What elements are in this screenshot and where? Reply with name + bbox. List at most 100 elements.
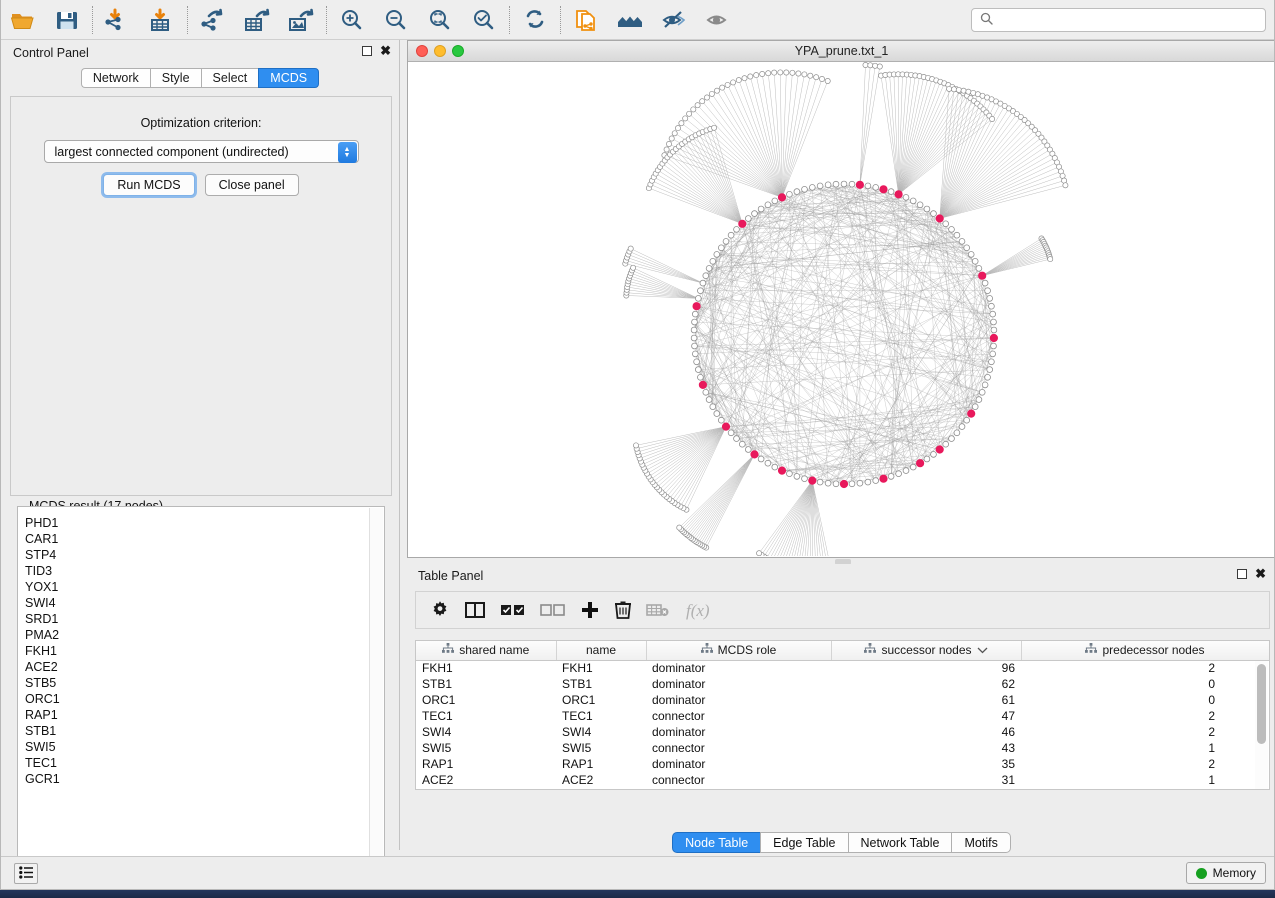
graph-node[interactable] xyxy=(747,73,754,80)
graph-node[interactable] xyxy=(717,416,725,424)
graph-node[interactable] xyxy=(953,231,961,239)
graph-node[interactable] xyxy=(856,479,864,487)
graph-node-highlighted[interactable] xyxy=(750,450,759,459)
graph-node[interactable] xyxy=(876,63,883,70)
graph-node[interactable] xyxy=(960,87,967,94)
node-table[interactable]: shared name name xyxy=(415,640,1270,790)
graph-node[interactable] xyxy=(668,135,675,142)
graph-node[interactable] xyxy=(958,423,966,430)
graph-node[interactable] xyxy=(671,130,678,137)
export-network-icon[interactable] xyxy=(191,1,235,39)
deselect-all-checkbox-icon[interactable] xyxy=(540,597,566,623)
graph-node[interactable] xyxy=(1032,127,1039,134)
select-all-nodes-icon[interactable] xyxy=(608,1,652,39)
graph-node[interactable] xyxy=(989,116,996,122)
search-input[interactable] xyxy=(999,12,1249,28)
graph-node[interactable] xyxy=(676,524,683,531)
graph-node[interactable] xyxy=(786,470,793,478)
graph-node[interactable] xyxy=(719,84,726,91)
table-row[interactable]: ORC1 ORC1 dominator 61 0 xyxy=(416,692,1269,708)
graph-node[interactable] xyxy=(786,191,793,198)
mcds-result-item[interactable]: STB1 xyxy=(25,724,57,738)
graph-node[interactable] xyxy=(990,326,998,334)
graph-node[interactable] xyxy=(702,388,710,396)
graph-node[interactable] xyxy=(848,480,856,488)
new-network-from-selection-icon[interactable] xyxy=(564,1,608,39)
graph-node[interactable] xyxy=(887,188,895,195)
mcds-result-scrollbar[interactable] xyxy=(369,508,383,876)
table-vertical-scrollbar[interactable] xyxy=(1255,661,1268,789)
graph-node[interactable] xyxy=(751,210,758,217)
close-window-icon[interactable] xyxy=(416,45,428,57)
graph-node[interactable] xyxy=(709,258,717,265)
graph-node-highlighted[interactable] xyxy=(879,474,888,483)
graph-node[interactable] xyxy=(816,478,824,486)
graph-node[interactable] xyxy=(1017,113,1024,120)
table-row[interactable]: ACE2 ACE2 connector 31 1 xyxy=(416,772,1269,788)
graph-node[interactable] xyxy=(840,180,848,188)
run-mcds-button[interactable]: Run MCDS xyxy=(103,174,195,196)
graph-node[interactable] xyxy=(690,106,697,113)
graph-node[interactable] xyxy=(771,197,779,205)
graph-node[interactable] xyxy=(777,69,784,76)
table-row[interactable]: FKH1 FKH1 dominator 96 2 xyxy=(416,660,1269,676)
graph-node[interactable] xyxy=(801,71,808,78)
graph-node[interactable] xyxy=(795,70,802,77)
graph-node[interactable] xyxy=(824,78,831,84)
graph-node[interactable] xyxy=(756,550,763,556)
graph-node[interactable] xyxy=(990,342,997,350)
split-columns-icon[interactable] xyxy=(464,597,486,623)
mcds-result-item[interactable]: PHD1 xyxy=(25,516,59,530)
graph-node[interactable] xyxy=(713,410,721,417)
graph-node[interactable] xyxy=(819,76,825,82)
graph-node[interactable] xyxy=(1025,120,1032,127)
mcds-result-item[interactable]: FKH1 xyxy=(25,644,57,658)
settings-gear-icon[interactable] xyxy=(430,597,450,623)
graph-node[interactable] xyxy=(948,226,955,233)
graph-node[interactable] xyxy=(988,358,995,366)
graph-node-highlighted[interactable] xyxy=(967,409,976,418)
graph-node[interactable] xyxy=(724,81,731,88)
splitter-grip[interactable] xyxy=(835,559,851,565)
mcds-result-item[interactable]: GCR1 xyxy=(25,772,60,786)
graph-node[interactable] xyxy=(633,442,639,449)
graph-node[interactable] xyxy=(832,480,840,488)
graph-node[interactable] xyxy=(765,70,772,77)
graph-node[interactable] xyxy=(816,182,824,190)
graph-node[interactable] xyxy=(675,125,681,132)
close-icon[interactable]: ✖ xyxy=(1255,566,1266,581)
graph-node[interactable] xyxy=(909,197,917,205)
graph-node[interactable] xyxy=(872,477,880,484)
network-graph[interactable] xyxy=(408,62,1275,556)
graph-node[interactable] xyxy=(895,470,902,478)
graph-node[interactable] xyxy=(789,69,796,76)
graph-node[interactable] xyxy=(967,251,975,258)
show-all-icon[interactable] xyxy=(696,1,740,39)
close-panel-button[interactable]: Close panel xyxy=(204,174,299,196)
graph-node[interactable] xyxy=(872,62,879,69)
col-header-mcds-role[interactable]: MCDS role xyxy=(646,641,832,661)
tab-network-table[interactable]: Network Table xyxy=(847,832,952,853)
select-all-checkbox-icon[interactable] xyxy=(500,597,526,623)
graph-node[interactable] xyxy=(1001,102,1008,109)
graph-node[interactable] xyxy=(733,435,740,442)
mcds-result-item[interactable]: ORC1 xyxy=(25,692,60,706)
graph-node[interactable] xyxy=(988,302,995,310)
float-icon[interactable] xyxy=(362,45,373,56)
export-table-icon[interactable] xyxy=(235,1,279,39)
graph-node[interactable] xyxy=(981,381,989,389)
mcds-result-item[interactable]: TEC1 xyxy=(25,756,57,770)
graph-node[interactable] xyxy=(909,463,917,471)
graph-node[interactable] xyxy=(801,475,808,483)
graph-node[interactable] xyxy=(975,396,983,403)
graph-node[interactable] xyxy=(887,473,895,480)
zoom-selected-icon[interactable] xyxy=(462,1,506,39)
graph-node[interactable] xyxy=(793,188,801,195)
mcds-result-item[interactable]: SWI5 xyxy=(25,740,56,754)
graph-node[interactable] xyxy=(690,334,698,342)
memory-button[interactable]: Memory xyxy=(1185,862,1266,884)
mcds-result-item[interactable]: TID3 xyxy=(25,564,53,578)
mcds-result-item[interactable]: ACE2 xyxy=(25,660,58,674)
graph-node[interactable] xyxy=(744,215,752,222)
graph-node[interactable] xyxy=(705,265,713,272)
